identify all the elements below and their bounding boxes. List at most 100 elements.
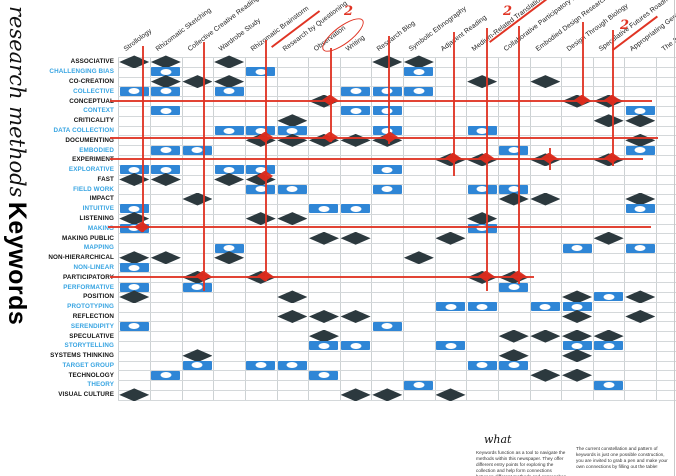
grid-row-line [118, 360, 676, 362]
row-label: TARGET GROUP [62, 361, 114, 369]
row-label: EXPERIMENT [72, 156, 114, 164]
bluecell-dot [476, 225, 488, 232]
row-label: THEORY [87, 381, 114, 389]
keyword-method-bluecell [562, 243, 592, 253]
row-label: NON-LINEAR [73, 263, 114, 271]
bluecell-dot [128, 205, 140, 212]
bluecell-dot [603, 382, 615, 389]
keyword-method-bluecell [246, 126, 276, 136]
grid-column-line [371, 57, 373, 400]
bluecell-dot [381, 323, 393, 330]
keyword-method-diamond [530, 192, 561, 206]
grid-row-line [118, 57, 676, 59]
keyword-method-diamond [403, 251, 434, 265]
keyword-method-bluecell [214, 86, 244, 96]
red-intersection-diamond [478, 270, 494, 282]
bluecell-dot [255, 68, 267, 75]
red-vertical-line [142, 46, 144, 232]
keyword-method-bluecell [214, 165, 244, 175]
keyword-method-diamond [593, 114, 624, 128]
red-handwritten-two: 2 [620, 18, 630, 33]
keyword-method-bluecell [372, 165, 402, 175]
bluecell-dot [160, 88, 172, 95]
keyword-method-bluecell [151, 67, 181, 77]
red-intersection-diamond [541, 152, 557, 164]
grid-column-line [118, 57, 120, 400]
grid-row-line [118, 399, 676, 401]
footer-paragraph-1: Keywords function as a tool to navigate … [476, 450, 566, 476]
bluecell-dot [318, 342, 330, 349]
keyword-method-bluecell [277, 126, 307, 136]
grid-column-line [529, 57, 531, 400]
grid-row-line [118, 174, 676, 176]
keyword-method-diamond [277, 212, 308, 226]
keyword-method-bluecell [119, 282, 149, 292]
bluecell-dot [128, 323, 140, 330]
red-intersection-diamond [574, 94, 590, 106]
red-vertical-line [265, 40, 267, 281]
column-header: Symbolic Ethnography [407, 5, 468, 53]
keyword-method-diamond [119, 172, 150, 186]
keyword-method-diamond [435, 231, 466, 245]
grid-row-line [118, 380, 676, 382]
grid-column-line [308, 57, 310, 400]
red-intersection-diamond [478, 152, 494, 164]
row-label: ASSOCIATIVE [70, 58, 114, 66]
page-edge-line [674, 0, 675, 476]
bluecell-dot [160, 107, 172, 114]
bluecell-dot [191, 284, 203, 291]
bluecell-dot [634, 205, 646, 212]
grid-row-line [118, 66, 676, 68]
bluecell-dot [128, 264, 140, 271]
keyword-method-diamond [530, 75, 561, 89]
keyword-method-diamond [150, 251, 181, 265]
bluecell-dot [634, 147, 646, 154]
keyword-method-diamond [625, 114, 656, 128]
keyword-method-bluecell [467, 126, 497, 136]
bluecell-dot [413, 88, 425, 95]
bluecell-dot [634, 245, 646, 251]
grid-row-line [118, 155, 676, 156]
keyword-method-diamond [214, 55, 245, 69]
keyword-method-diamond [182, 192, 213, 206]
row-label: FAST [97, 175, 114, 183]
grid-column-line [656, 57, 658, 400]
row-label: CONCEPTUAL [69, 97, 114, 105]
grid-column-line [561, 57, 563, 400]
red-vertical-line [203, 42, 205, 291]
grid-row-line [118, 311, 676, 313]
grid-row-line [118, 301, 676, 303]
keyword-method-bluecell [277, 184, 307, 194]
page-title: research methods Keywords [2, 6, 31, 426]
keyword-method-diamond [150, 75, 181, 89]
keyword-method-bluecell [246, 165, 276, 175]
keyword-method-bluecell [119, 86, 149, 96]
keyword-method-diamond [498, 349, 529, 363]
bluecell-dot [476, 303, 488, 310]
keyword-method-diamond [340, 388, 371, 402]
row-label: CONTEXT [83, 107, 114, 115]
title-keywords: Keywords [3, 201, 31, 326]
keyword-method-bluecell [246, 67, 276, 77]
keyword-method-diamond [150, 172, 181, 186]
bluecell-dot [603, 293, 615, 300]
keyword-method-diamond [119, 388, 150, 402]
keyword-method-bluecell [562, 302, 592, 312]
keyword-method-bluecell [625, 106, 655, 116]
grid-column-line [276, 57, 278, 400]
red-horizontal-line [110, 158, 643, 160]
row-label: IMPACT [89, 195, 114, 203]
keyword-method-bluecell [625, 145, 655, 155]
grid-row-line [118, 389, 676, 391]
grid-row-line [118, 282, 676, 284]
keyword-method-diamond [562, 329, 593, 343]
column-header: Strollology [123, 27, 154, 53]
row-label: MAKING PUBLIC [61, 234, 114, 242]
row-label: PROTOTYPING [67, 303, 114, 311]
bluecell-dot [445, 303, 456, 310]
keyword-method-bluecell [467, 223, 497, 233]
row-label: EMBODIED [79, 146, 114, 154]
keyword-method-bluecell [372, 126, 402, 136]
bluecell-dot [445, 342, 456, 349]
row-label: FIELD WORK [73, 185, 114, 193]
